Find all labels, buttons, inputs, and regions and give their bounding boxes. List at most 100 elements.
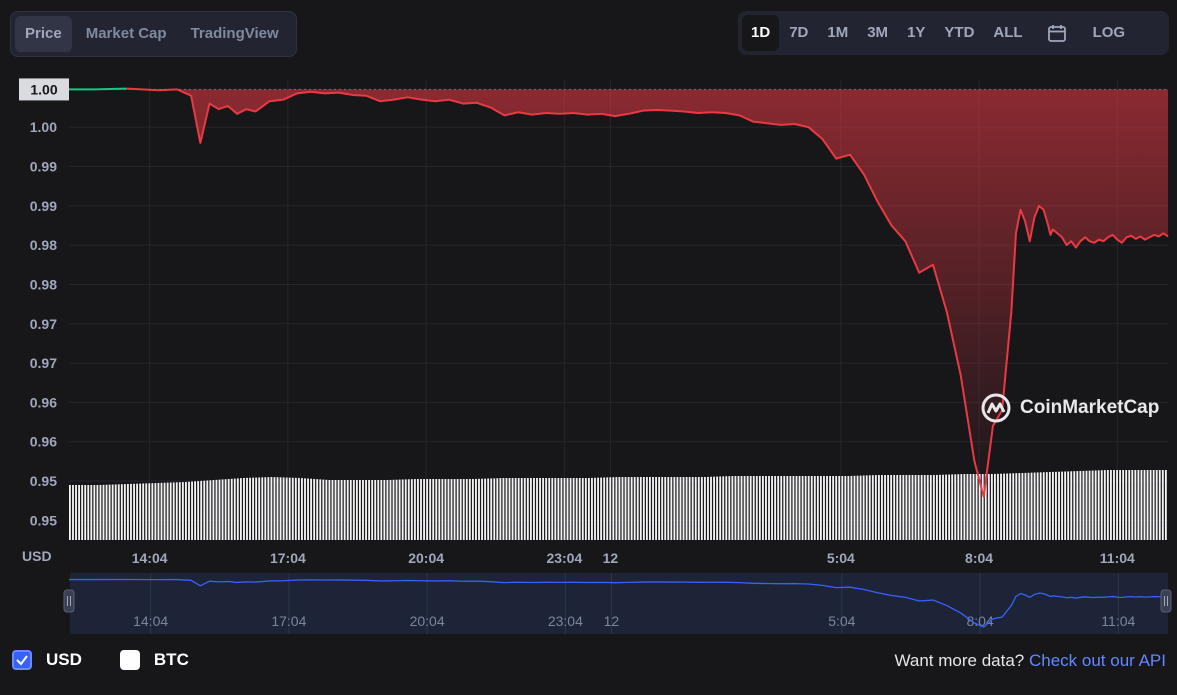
volume-bar <box>484 478 487 540</box>
volume-bar <box>178 482 181 540</box>
y-tick-label: 0.97 <box>30 355 57 371</box>
volume-bar <box>429 479 432 540</box>
y-tick-label: 0.97 <box>30 316 57 332</box>
navigator-x-label: 17:04 <box>271 613 306 629</box>
navigator-left-handle[interactable] <box>63 589 75 613</box>
legend-usd-label: USD <box>46 650 82 669</box>
volume-bar <box>600 477 603 540</box>
volume-bar <box>740 476 743 540</box>
volume-bar <box>120 484 123 540</box>
volume-bar <box>569 478 572 540</box>
volume-bar <box>1003 473 1006 540</box>
range-1y[interactable]: 1Y <box>907 24 926 41</box>
tab-price[interactable]: Price <box>15 16 72 52</box>
volume-bar <box>584 478 587 540</box>
volume-bar <box>1079 470 1082 540</box>
volume-bar <box>191 481 193 540</box>
volume-bar <box>771 476 773 540</box>
volume-bar <box>636 477 639 540</box>
range-1d[interactable]: 1D <box>742 15 780 51</box>
volume-bar <box>890 475 893 540</box>
volume-bar <box>316 479 319 540</box>
volume-bar <box>645 477 648 540</box>
volume-bar <box>795 476 798 540</box>
volume-bar <box>185 481 187 540</box>
volume-bar <box>386 479 389 540</box>
volume-bar <box>658 477 661 540</box>
volume-bar <box>511 478 514 540</box>
volume-bar <box>722 476 725 540</box>
volume-bar <box>691 477 694 540</box>
volume-bar <box>1018 473 1021 540</box>
volume-bar <box>786 476 789 540</box>
calendar-icon[interactable] <box>1039 15 1075 51</box>
volume-bar <box>777 476 780 540</box>
volume-bar <box>816 476 819 540</box>
volume-bar <box>102 484 105 540</box>
volume-bar <box>841 476 844 540</box>
navigator-x-label: 11:04 <box>1101 613 1135 629</box>
volume-bar <box>591 477 593 540</box>
volume-bar <box>798 476 801 540</box>
volume-bar <box>1064 471 1067 540</box>
volume-bar <box>236 478 239 540</box>
volume-bar <box>914 475 917 540</box>
volume-bar <box>218 479 221 540</box>
volume-bar <box>297 477 300 540</box>
api-link[interactable]: Check out our API <box>1028 651 1166 670</box>
volume-bar <box>230 478 233 540</box>
volume-bar <box>1134 470 1137 540</box>
volume-bar <box>1006 473 1009 540</box>
volume-bar <box>331 480 334 540</box>
volume-bar <box>905 475 908 540</box>
volume-bar <box>233 478 236 540</box>
volume-bar <box>468 479 471 540</box>
price-area <box>69 89 1168 497</box>
volume-bar <box>123 484 126 540</box>
volume-bar <box>725 476 728 540</box>
volume-bar <box>93 485 96 540</box>
volume-bar <box>838 476 841 540</box>
volume-bar <box>954 474 957 540</box>
volume-bar <box>664 477 667 540</box>
volume-bar <box>401 479 404 540</box>
volume-bar <box>450 479 453 540</box>
range-all[interactable]: ALL <box>993 24 1023 41</box>
volume-bar <box>639 477 642 540</box>
volume-bar <box>826 476 828 540</box>
range-ytd[interactable]: YTD <box>944 24 975 41</box>
volume-bar <box>1061 471 1064 540</box>
volume-bar <box>981 474 984 540</box>
y-tick-label: 0.98 <box>30 276 57 292</box>
volume-bar <box>728 476 731 540</box>
volume-bar <box>703 476 706 540</box>
volume-bar <box>700 477 703 540</box>
volume-bar <box>853 475 856 540</box>
log-scale-toggle[interactable]: LOG <box>1092 24 1126 41</box>
volume-bar <box>575 478 578 540</box>
navigator-x-label: 12 <box>604 613 620 629</box>
volume-bar <box>1155 470 1158 540</box>
volume-bar <box>612 477 615 540</box>
range-7d[interactable]: 7D <box>789 24 809 41</box>
tab-market-cap[interactable]: Market Cap <box>85 25 167 42</box>
volume-bar <box>349 480 352 540</box>
volume-bar <box>1103 470 1106 540</box>
volume-bar <box>294 477 297 540</box>
range-1m[interactable]: 1M <box>827 24 849 41</box>
navigator-right-handle[interactable] <box>1160 589 1172 613</box>
volume-bar <box>441 479 444 540</box>
volume-bar <box>587 478 590 540</box>
volume-bar <box>105 484 108 540</box>
range-3m[interactable]: 3M <box>867 24 889 41</box>
usd-checkbox[interactable] <box>12 650 32 670</box>
volume-bar <box>1030 472 1033 540</box>
volume-bar <box>456 479 459 540</box>
volume-bar <box>69 485 71 540</box>
tab-tradingview[interactable]: TradingView <box>190 25 279 42</box>
volume-bar <box>169 482 172 540</box>
btc-checkbox[interactable] <box>119 650 140 670</box>
volume-bar <box>548 478 551 540</box>
volume-bar <box>844 476 847 540</box>
